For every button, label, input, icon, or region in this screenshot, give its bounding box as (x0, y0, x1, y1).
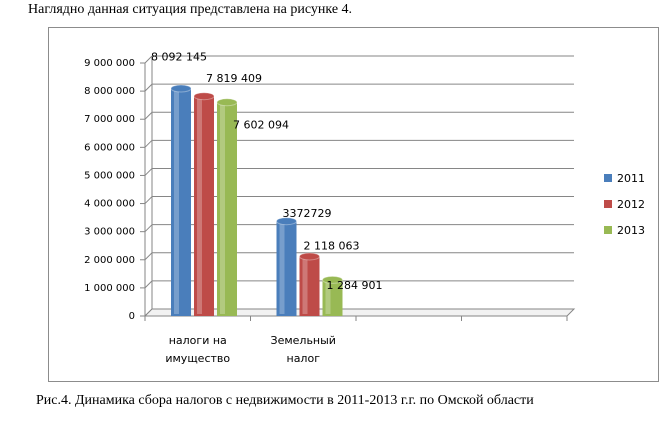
bar-highlight (220, 104, 225, 314)
x-tick-label: Земельный (271, 334, 336, 347)
bar-cap (276, 217, 297, 226)
gridline-depth (144, 168, 153, 176)
bar (194, 96, 214, 317)
bar (171, 88, 191, 316)
y-tick-label: 3 000 000 (84, 227, 135, 238)
gridline-depth (144, 224, 153, 233)
bar (276, 221, 297, 316)
bar-cap (216, 98, 238, 107)
data-label: 7 602 094 (233, 118, 289, 131)
chart-floor (143, 308, 576, 317)
chart-legend: 2011 2012 2013 (604, 172, 645, 237)
legend-swatch (604, 200, 612, 208)
bar-cap (193, 92, 215, 101)
legend-swatch (604, 226, 612, 234)
legend-swatch (604, 174, 612, 182)
data-label: 1 284 901 (327, 279, 383, 292)
y-tick-label: 9 000 000 (84, 58, 135, 69)
y-tick-label: 7 000 000 (84, 114, 135, 125)
chart-bars (170, 84, 343, 317)
y-tick-label: 2 000 000 (84, 255, 135, 266)
x-tick-label: налоги на (169, 334, 227, 347)
data-label: 7 819 409 (206, 72, 262, 85)
y-tick-label: 5 000 000 (84, 170, 135, 181)
bar (217, 102, 237, 316)
gridline-depth (144, 111, 153, 120)
data-label: 8 092 145 (151, 51, 207, 64)
legend-label: 2013 (617, 224, 645, 237)
y-tick-label: 8 000 000 (84, 86, 135, 97)
gridline-depth (144, 196, 153, 204)
bar-highlight (197, 98, 202, 315)
y-tick-label: 0 (129, 311, 135, 322)
gridline-depth (144, 55, 153, 64)
bar-highlight (174, 90, 179, 314)
bar (299, 256, 320, 316)
bar-cap (170, 84, 192, 93)
y-tick-label: 1 000 000 (84, 283, 135, 294)
gridline-depth (144, 83, 153, 92)
data-label: 2 118 063 (304, 239, 360, 252)
intro-text: Наглядно данная ситуация представлена на… (28, 2, 353, 17)
bar-cap (322, 275, 343, 284)
x-tick-label: имущество (165, 352, 230, 365)
y-tick-label: 6 000 000 (84, 142, 135, 153)
x-tick-label: налог (287, 352, 321, 365)
figure-caption: Рис.4. Динамика сбора налогов с недвижим… (36, 393, 534, 408)
bar-highlight (325, 281, 331, 314)
gridline-depth (144, 280, 153, 289)
chart-labels: налоги на имущество Земельный налог 8 092 14… (151, 51, 382, 365)
bar-cap (299, 252, 320, 261)
legend-label: 2012 (617, 198, 645, 211)
data-label: 3372729 (283, 207, 332, 220)
gridline-depth (144, 252, 153, 261)
y-tick-label: 4 000 000 (84, 199, 135, 210)
bar (322, 279, 343, 316)
legend-label: 2011 (617, 172, 645, 185)
bar-highlight (279, 223, 285, 314)
gridline-depth (144, 139, 153, 148)
bar-highlight (302, 258, 308, 314)
